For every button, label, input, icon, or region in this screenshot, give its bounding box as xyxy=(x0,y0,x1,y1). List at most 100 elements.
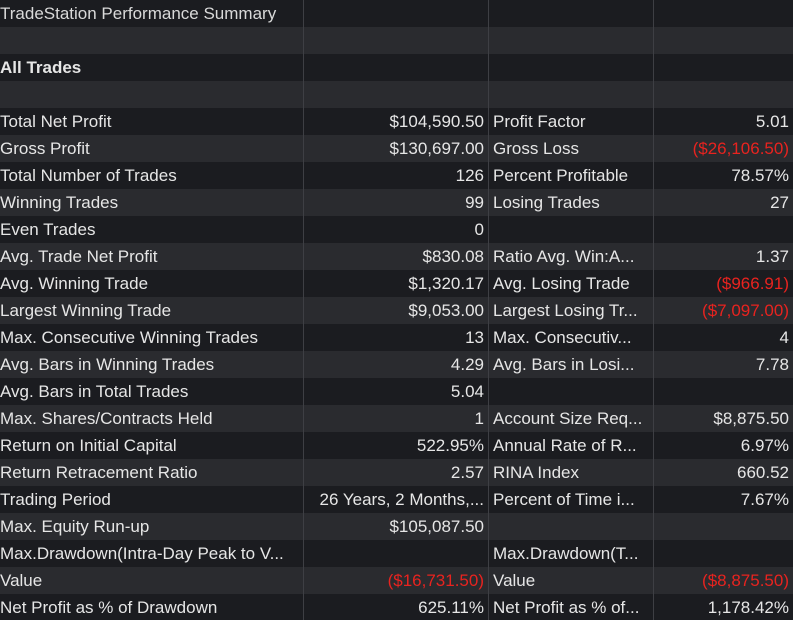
metric-label: Return Retracement Ratio xyxy=(0,459,304,486)
table-row: Net Profit as % of Drawdown 625.11% Net Pr… xyxy=(0,594,793,620)
metric-value: $130,697.00 xyxy=(304,135,489,162)
metric-value: 27 xyxy=(770,193,789,212)
metric-label: Total Net Profit xyxy=(0,108,304,135)
metric-value xyxy=(304,540,489,567)
metric-value: ($8,875.50) xyxy=(702,571,789,590)
table-row: Avg. Trade Net Profit $830.08 Ratio Avg. W… xyxy=(0,243,793,270)
table-row: Value ($16,731.50) Value ($8,875.50) xyxy=(0,567,793,594)
metric-value: 2.57 xyxy=(304,459,489,486)
metric-label: RINA Index xyxy=(489,459,654,486)
metric-value: 99 xyxy=(304,189,489,216)
empty-cell xyxy=(489,81,654,108)
metric-value: 5.01 xyxy=(755,112,789,131)
empty-cell xyxy=(304,27,489,54)
metric-value: 660.52 xyxy=(737,463,789,482)
empty-cell xyxy=(654,54,793,81)
metric-label xyxy=(489,378,654,405)
metric-label: Largest Losing Tr... xyxy=(489,297,654,324)
metric-value: $9,053.00 xyxy=(304,297,489,324)
table-row: Avg. Bars in Total Trades 5.04 xyxy=(0,378,793,405)
metric-value: $1,320.17 xyxy=(304,270,489,297)
table-row: Trading Period 26 Years, 2 Months,... Perc… xyxy=(0,486,793,513)
metric-label: Value xyxy=(489,567,654,594)
metric-label: Gross Loss xyxy=(489,135,654,162)
metric-value: ($7,097.00) xyxy=(702,301,789,320)
metric-value: $8,875.50 xyxy=(713,409,789,428)
metric-value: $105,087.50 xyxy=(304,513,489,540)
table-row: Largest Winning Trade $9,053.00 Largest Lo… xyxy=(0,297,793,324)
metric-value: 0 xyxy=(304,216,489,243)
metric-value: 522.95% xyxy=(304,432,489,459)
metric-label: Max.Drawdown(T... xyxy=(489,540,654,567)
metric-value: 78.57% xyxy=(731,166,789,185)
empty-cell xyxy=(654,0,793,27)
metric-label: Avg. Bars in Total Trades xyxy=(0,378,304,405)
empty-cell xyxy=(304,81,489,108)
metric-label: Avg. Losing Trade xyxy=(489,270,654,297)
empty-cell xyxy=(489,54,654,81)
metric-value: 6.97% xyxy=(740,436,789,455)
table-row: Avg. Bars in Winning Trades 4.29 Avg. Bars… xyxy=(0,351,793,378)
table-row: Gross Profit $130,697.00 Gross Loss ($26,10… xyxy=(0,135,793,162)
table-row: Even Trades 0 xyxy=(0,216,793,243)
metric-label: Avg. Trade Net Profit xyxy=(0,243,304,270)
table-row: Max. Equity Run-up $105,087.50 xyxy=(0,513,793,540)
metric-value: 26 Years, 2 Months,... xyxy=(304,486,489,513)
table-row: Return on Initial Capital 522.95% Annual R… xyxy=(0,432,793,459)
metric-value: ($966.91) xyxy=(716,274,789,293)
metric-label: Profit Factor xyxy=(489,108,654,135)
metric-label: Trading Period xyxy=(0,486,304,513)
metric-value xyxy=(654,540,793,567)
metric-value: 625.11% xyxy=(304,594,489,620)
metric-label: Winning Trades xyxy=(0,189,304,216)
metric-label: Return on Initial Capital xyxy=(0,432,304,459)
metric-label: Net Profit as % of... xyxy=(489,594,654,620)
metric-label: Avg. Bars in Winning Trades xyxy=(0,351,304,378)
table-row: Max. Consecutive Winning Trades 13 Max. Co… xyxy=(0,324,793,351)
metric-value: 1.37 xyxy=(755,247,789,266)
metric-value xyxy=(654,513,793,540)
table-row: Max.Drawdown(Intra-Day Peak to V... Max.D… xyxy=(0,540,793,567)
metric-label: Net Profit as % of Drawdown xyxy=(0,594,304,620)
title-row: TradeStation Performance Summary xyxy=(0,0,793,27)
metric-label: Max. Shares/Contracts Held xyxy=(0,405,304,432)
empty-cell xyxy=(0,81,304,108)
table-row: Total Number of Trades 126 Percent Profita… xyxy=(0,162,793,189)
empty-cell xyxy=(489,27,654,54)
metric-value: ($16,731.50) xyxy=(304,567,489,594)
blank-row xyxy=(0,81,793,108)
metric-label: Max. Consecutiv... xyxy=(489,324,654,351)
metric-label: Percent of Time i... xyxy=(489,486,654,513)
metric-value: $830.08 xyxy=(304,243,489,270)
empty-cell xyxy=(304,0,489,27)
metric-value: 1,178.42% xyxy=(707,598,789,617)
metric-value: 7.78 xyxy=(755,355,789,374)
metric-label: Max. Equity Run-up xyxy=(0,513,304,540)
metric-label: Annual Rate of R... xyxy=(489,432,654,459)
table-row: Total Net Profit $104,590.50 Profit Factor… xyxy=(0,108,793,135)
metric-value xyxy=(654,378,793,405)
metric-label: Value xyxy=(0,567,304,594)
metric-value: 5.04 xyxy=(304,378,489,405)
blank-row xyxy=(0,27,793,54)
report-title: TradeStation Performance Summary xyxy=(0,0,304,27)
table-row: Return Retracement Ratio 2.57 RINA Index 66… xyxy=(0,459,793,486)
metric-value: 126 xyxy=(304,162,489,189)
metric-value: 13 xyxy=(304,324,489,351)
table-row: Max. Shares/Contracts Held 1 Account Size … xyxy=(0,405,793,432)
empty-cell xyxy=(489,0,654,27)
metric-label xyxy=(489,513,654,540)
metric-value: ($26,106.50) xyxy=(692,139,789,158)
empty-cell xyxy=(654,81,793,108)
metric-value: 4.29 xyxy=(304,351,489,378)
metric-label: Ratio Avg. Win:A... xyxy=(489,243,654,270)
section-header: All Trades xyxy=(0,54,304,81)
metric-label: Max. Consecutive Winning Trades xyxy=(0,324,304,351)
table-row: Winning Trades 99 Losing Trades 27 xyxy=(0,189,793,216)
metric-value: 1 xyxy=(304,405,489,432)
table-row: Avg. Winning Trade $1,320.17 Avg. Losing T… xyxy=(0,270,793,297)
metric-label: Max.Drawdown(Intra-Day Peak to V... xyxy=(0,540,304,567)
metric-label: Percent Profitable xyxy=(489,162,654,189)
metric-value: $104,590.50 xyxy=(304,108,489,135)
